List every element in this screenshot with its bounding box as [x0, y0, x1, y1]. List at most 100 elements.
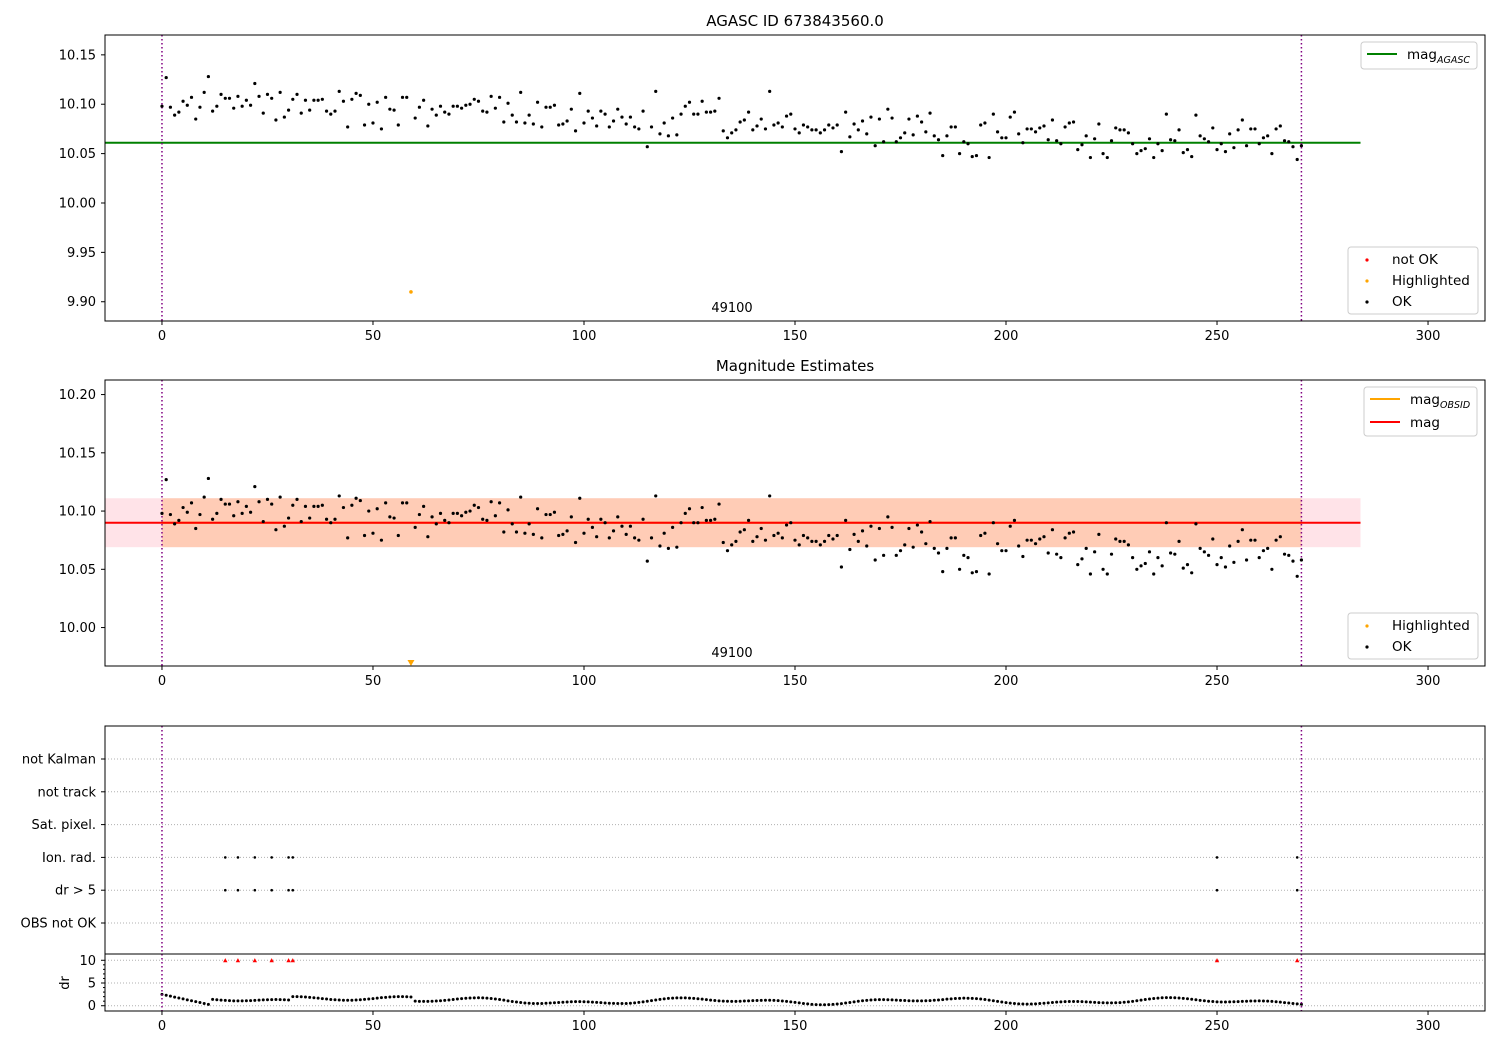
ok-point: [1008, 115, 1012, 119]
y-tick-label: 10.05: [59, 563, 96, 578]
flag-point: [287, 856, 290, 859]
ok-point: [586, 517, 590, 521]
ok-point: [282, 524, 286, 528]
ok-point: [928, 519, 932, 524]
x-tick-label: 250: [1205, 329, 1230, 344]
dr-point: [810, 1002, 814, 1006]
legend-marker-not-ok: [1365, 258, 1369, 262]
dr-point: [194, 1000, 198, 1004]
dr-point: [1202, 999, 1206, 1003]
ok-point: [1219, 556, 1223, 560]
dr-point: [1291, 1002, 1295, 1005]
ok-point: [1266, 546, 1270, 550]
dr-point: [709, 998, 713, 1002]
dr-point: [1042, 1001, 1046, 1005]
dr-point: [839, 1002, 843, 1006]
ok-point: [704, 110, 708, 114]
ok-point: [236, 500, 240, 504]
ok-point: [1067, 121, 1071, 125]
dr-point: [388, 995, 392, 999]
ok-point: [789, 112, 793, 116]
dr-clipped-point: [269, 958, 274, 963]
dr-point: [1152, 997, 1156, 1000]
ok-point: [793, 538, 797, 542]
dr-point: [751, 999, 755, 1003]
ok-point: [1299, 558, 1304, 562]
dr-point: [877, 998, 881, 1002]
ok-point: [303, 98, 308, 102]
ok-point: [320, 503, 324, 507]
ok-point: [966, 556, 970, 560]
dr-point: [232, 999, 236, 1003]
ok-point: [286, 108, 291, 112]
ok-point: [616, 515, 620, 519]
ok-point: [375, 100, 379, 104]
dr-point: [561, 1000, 565, 1004]
flag-point: [1215, 888, 1219, 892]
ok-point: [219, 497, 223, 502]
ok-point: [671, 525, 675, 529]
ok-point: [890, 525, 894, 529]
dr-point: [481, 996, 485, 1000]
dr-point: [1097, 1001, 1101, 1005]
dr-point: [738, 999, 742, 1003]
ok-point: [822, 539, 827, 543]
ok-point: [818, 543, 822, 547]
dr-point: [244, 999, 248, 1003]
dr-point: [1059, 1000, 1063, 1004]
ok-point: [274, 118, 278, 122]
dr-point: [536, 1002, 540, 1005]
ok-point: [261, 111, 265, 115]
dr-point: [1072, 1000, 1076, 1003]
ok-point: [227, 502, 232, 506]
ok-point: [565, 529, 569, 533]
ok-point: [189, 95, 194, 99]
dr-point: [358, 998, 362, 1002]
flag-row-label: OBS not OK: [21, 917, 97, 932]
flag-point: [236, 856, 240, 859]
x-tick-label: 200: [994, 674, 1019, 689]
ok-point: [299, 519, 303, 524]
dr-point: [679, 996, 683, 1000]
dr-point: [780, 999, 784, 1003]
ok-point: [400, 95, 405, 99]
ok-point: [979, 123, 983, 127]
dr-point: [991, 999, 995, 1003]
ok-point: [198, 105, 202, 109]
ok-point: [552, 103, 557, 107]
ok-point: [835, 123, 839, 127]
dr-point: [569, 1000, 573, 1004]
dr-point: [185, 998, 189, 1002]
ok-point: [1025, 538, 1029, 542]
ok-point: [1008, 524, 1012, 528]
ok-point: [962, 140, 966, 144]
ok-point: [341, 505, 346, 510]
dr-point: [261, 998, 265, 1002]
ok-point: [932, 134, 936, 138]
ok-point: [295, 92, 299, 96]
ok-point: [506, 508, 510, 512]
x-tick-label: 150: [783, 329, 808, 344]
ok-point: [692, 521, 696, 525]
ok-point: [299, 111, 303, 115]
dr-point: [801, 1001, 805, 1005]
dr-point: [451, 998, 455, 1001]
ok-point: [324, 517, 329, 521]
dr-tick-label: 10: [79, 954, 96, 969]
ok-point: [725, 549, 730, 553]
dr-point: [590, 1000, 594, 1004]
dr-point: [206, 1002, 210, 1006]
ok-point: [270, 502, 274, 506]
dr-point: [308, 995, 312, 999]
ok-point: [1160, 149, 1164, 153]
ok-point: [692, 112, 696, 116]
ok-point: [1249, 127, 1253, 131]
ok-point: [443, 518, 447, 522]
ok-point: [759, 117, 763, 121]
obsid-label: 49100: [711, 646, 752, 661]
ok-point: [472, 97, 476, 101]
ok-point: [502, 530, 506, 534]
ok-point: [624, 122, 628, 126]
ok-point: [561, 122, 565, 126]
ok-point: [1211, 126, 1215, 130]
